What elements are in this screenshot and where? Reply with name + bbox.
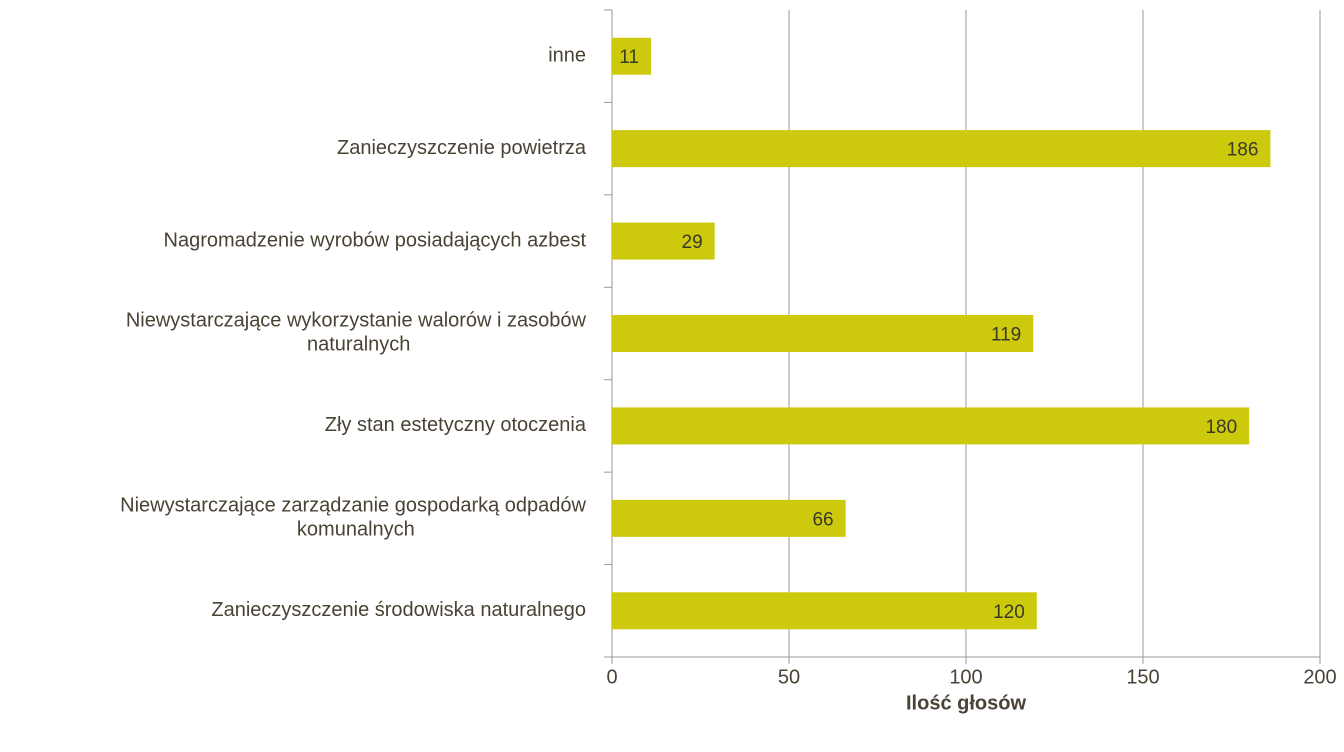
value-label: 186: [1227, 140, 1259, 161]
y-tick-label: inne: [548, 44, 586, 66]
bar: [612, 592, 1037, 630]
y-tick-label: Zanieczyszczenie powietrza: [337, 137, 587, 159]
value-label: 180: [1205, 417, 1237, 438]
y-tick-label: Niewystarczające zarządzanie gospodarką …: [120, 495, 586, 541]
x-tick-label: 50: [778, 666, 800, 688]
x-tick-label: 150: [1126, 666, 1159, 688]
y-tick-label: Zły stan estetyczny otoczenia: [325, 414, 587, 436]
bar: [612, 37, 651, 75]
bar: [612, 407, 1250, 445]
value-label: 119: [991, 325, 1021, 346]
x-tick-label: 200: [1303, 666, 1336, 688]
value-label: 29: [682, 232, 703, 253]
x-tick-label: 100: [949, 666, 982, 688]
y-tick-label: Nagromadzenie wyrobów posiadających azbe…: [164, 229, 587, 251]
y-tick-label: Niewystarczające wykorzystanie walorów i…: [126, 310, 587, 356]
bar: [612, 499, 846, 537]
x-tick-label: 0: [606, 666, 617, 688]
value-label: 120: [993, 602, 1025, 623]
bar: [612, 222, 715, 260]
y-tick-label: Zanieczyszczenie środowiska naturalnego: [211, 599, 586, 621]
bar: [612, 130, 1271, 168]
value-label: 11: [619, 47, 639, 68]
bar: [612, 315, 1034, 352]
value-label: 66: [812, 509, 833, 530]
x-axis-title: Ilość głosów: [906, 692, 1026, 714]
